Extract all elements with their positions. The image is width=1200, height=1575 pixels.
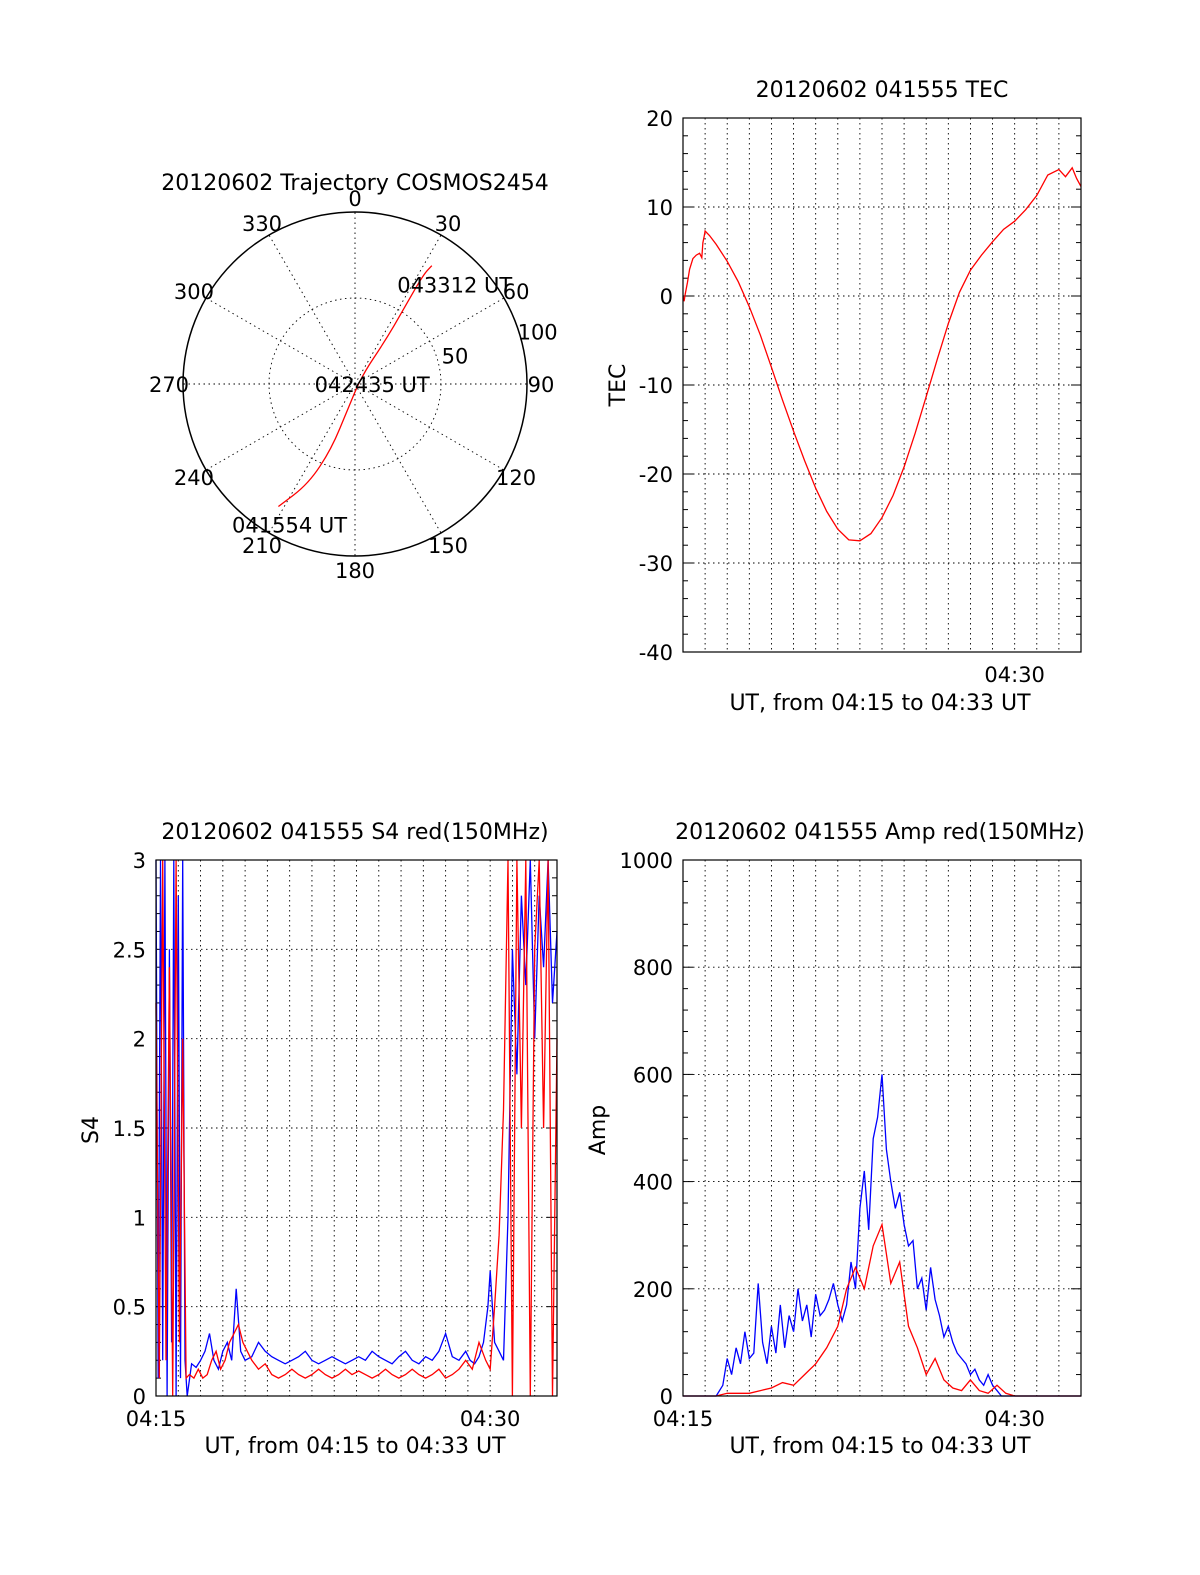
trajectory-annotation: 042435 UT bbox=[315, 373, 430, 397]
tec-xlabel: UT, from 04:15 to 04:33 UT bbox=[729, 691, 1031, 716]
polar-azimuth-label: 120 bbox=[496, 466, 536, 490]
polar-azimuth-label: 270 bbox=[149, 373, 189, 397]
series-line bbox=[683, 1074, 1081, 1397]
series-line bbox=[683, 1222, 1081, 1397]
amp-grid bbox=[683, 859, 1081, 1397]
polar-azimuth-label: 0 bbox=[348, 187, 361, 211]
polar-spoke bbox=[205, 383, 356, 471]
y-tick-label: 20 bbox=[646, 107, 673, 131]
tec-frame bbox=[682, 117, 1082, 653]
polar-azimuth-label: 300 bbox=[174, 280, 214, 304]
s4-panel: 20120602 041555 S4 red(150MHz) 0 0.5 1 1.5 2… bbox=[79, 820, 558, 1459]
s4-x-tick-labels: 04:15 04:30 bbox=[126, 1407, 521, 1431]
tec-title: 20120602 041555 TEC bbox=[756, 78, 1009, 103]
tec-ylabel: TEC bbox=[606, 364, 631, 408]
s4-series-group bbox=[155, 859, 558, 1397]
y-tick-label: 0.5 bbox=[113, 1296, 146, 1320]
polar-spoke bbox=[354, 383, 505, 471]
y-tick-label: 600 bbox=[633, 1063, 673, 1087]
trajectory-annotation: 043312 UT bbox=[397, 273, 512, 297]
y-tick-label: 1.5 bbox=[113, 1117, 146, 1141]
polar-azimuth-label: 210 bbox=[242, 534, 282, 558]
y-tick-label: 0 bbox=[133, 1385, 146, 1409]
s4-ylabel: S4 bbox=[79, 1116, 104, 1144]
polar-azimuth-labels: 0 30 60 90 120 150 180 210 240 270 300 330 bbox=[149, 187, 554, 583]
amp-y-tick-labels: 0 200 400 600 800 1000 bbox=[620, 849, 673, 1409]
tec-panel: 20120602 041555 TEC -40 -30 -20 -10 0 10 20 04… bbox=[606, 78, 1082, 716]
y-tick-label: 400 bbox=[633, 1171, 673, 1195]
polar-trajectory-panel: 20120602 Trajectory COSMOS2454 0 30 60 90 12… bbox=[149, 171, 558, 583]
series-line bbox=[155, 859, 558, 1397]
y-tick-label: 0 bbox=[660, 285, 673, 309]
y-tick-label: 200 bbox=[633, 1278, 673, 1302]
polar-azimuth-label: 30 bbox=[435, 212, 462, 236]
amp-series-group bbox=[683, 1074, 1081, 1397]
series-line bbox=[682, 166, 1082, 542]
s4-xlabel: UT, from 04:15 to 04:33 UT bbox=[204, 1434, 506, 1459]
tec-y-tick-labels: -40 -30 -20 -10 0 10 20 bbox=[639, 107, 673, 665]
y-tick-label: 0 bbox=[660, 1385, 673, 1409]
polar-radius-labels: 50 100 bbox=[442, 321, 558, 369]
y-tick-label: 10 bbox=[646, 196, 673, 220]
polar-spoke bbox=[354, 383, 442, 534]
polar-spoke bbox=[268, 234, 356, 385]
polar-azimuth-label: 330 bbox=[242, 212, 282, 236]
y-tick-label: 1000 bbox=[620, 849, 673, 873]
y-tick-label: 2.5 bbox=[113, 938, 146, 962]
y-tick-label: -40 bbox=[639, 641, 673, 665]
y-tick-label: -10 bbox=[639, 374, 673, 398]
x-tick-label: 04:30 bbox=[984, 1407, 1045, 1431]
y-tick-label: 2 bbox=[133, 1028, 146, 1052]
tec-series-group bbox=[682, 166, 1082, 542]
s4-title: 20120602 041555 S4 red(150MHz) bbox=[161, 820, 548, 845]
trajectory-annotation: 041554 UT bbox=[232, 513, 347, 537]
polar-azimuth-label: 90 bbox=[528, 373, 555, 397]
polar-radius-label: 50 bbox=[442, 344, 469, 368]
y-tick-label: -30 bbox=[639, 552, 673, 576]
amp-frame bbox=[682, 859, 1082, 1397]
polar-azimuth-label: 180 bbox=[335, 559, 375, 583]
y-tick-label: 3 bbox=[133, 849, 146, 873]
amp-x-tick-labels: 04:15 04:30 bbox=[653, 1407, 1045, 1431]
amp-ylabel: Amp bbox=[586, 1105, 611, 1155]
x-tick-label: 04:15 bbox=[126, 1407, 187, 1431]
polar-spoke bbox=[354, 297, 505, 385]
y-tick-label: -20 bbox=[639, 463, 673, 487]
polar-spoke bbox=[205, 297, 356, 385]
polar-title: 20120602 Trajectory COSMOS2454 bbox=[161, 171, 548, 196]
polar-azimuth-label: 150 bbox=[428, 534, 468, 558]
amp-title: 20120602 041555 Amp red(150MHz) bbox=[675, 820, 1085, 845]
tec-x-tick-labels: 04:30 bbox=[984, 663, 1045, 687]
amp-panel: 20120602 041555 Amp red(150MHz) 0 200 400 6… bbox=[586, 820, 1085, 1459]
polar-azimuth-label: 240 bbox=[174, 466, 214, 490]
polar-azimuth-label: 60 bbox=[503, 280, 530, 304]
s4-y-tick-labels: 0 0.5 1 1.5 2 2.5 3 bbox=[113, 849, 146, 1409]
x-tick-label: 04:30 bbox=[460, 1407, 521, 1431]
tec-grid bbox=[683, 117, 1081, 653]
trajectory-line bbox=[278, 265, 433, 508]
y-tick-label: 1 bbox=[133, 1206, 146, 1230]
polar-spoke bbox=[268, 383, 356, 534]
polar-radius-label: 100 bbox=[518, 321, 558, 345]
trajectory-annotations: 041554 UT 042435 UT 043312 UT bbox=[232, 273, 512, 537]
x-tick-label: 04:15 bbox=[653, 1407, 714, 1431]
amp-xlabel: UT, from 04:15 to 04:33 UT bbox=[729, 1434, 1031, 1459]
s4-frame bbox=[155, 859, 558, 1397]
y-tick-label: 800 bbox=[633, 956, 673, 980]
polar-spoke bbox=[354, 234, 442, 385]
x-tick-label: 04:30 bbox=[984, 663, 1045, 687]
polar-grid bbox=[182, 211, 528, 557]
s4-grid bbox=[156, 859, 557, 1397]
polar-outer-circle bbox=[182, 211, 528, 557]
